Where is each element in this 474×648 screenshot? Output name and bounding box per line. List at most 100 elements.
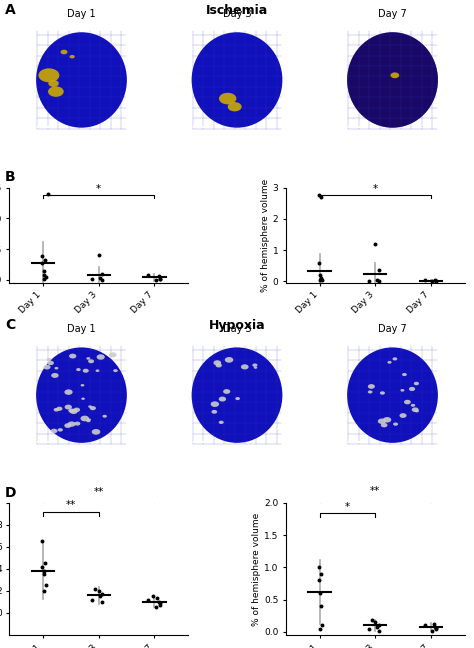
Point	[153, 592, 161, 603]
Ellipse shape	[210, 401, 219, 407]
Point	[38, 536, 46, 546]
Point	[99, 275, 106, 285]
Point	[431, 275, 439, 286]
Ellipse shape	[64, 404, 72, 410]
Point	[368, 615, 375, 625]
Ellipse shape	[64, 389, 73, 395]
Point	[38, 258, 46, 268]
Point	[375, 265, 383, 275]
Point	[432, 623, 440, 633]
Point	[40, 586, 47, 596]
Ellipse shape	[401, 389, 404, 391]
Title: Day 1: Day 1	[67, 324, 96, 334]
Point	[316, 588, 324, 598]
Title: Day 1: Day 1	[67, 8, 96, 19]
Point	[365, 623, 373, 634]
Ellipse shape	[216, 364, 222, 367]
Ellipse shape	[213, 360, 221, 365]
Point	[319, 275, 326, 285]
Title: Day 7: Day 7	[378, 8, 407, 19]
Ellipse shape	[391, 73, 399, 78]
Ellipse shape	[347, 347, 438, 443]
Ellipse shape	[92, 429, 100, 435]
Ellipse shape	[81, 397, 85, 400]
Point	[372, 238, 379, 249]
Ellipse shape	[56, 407, 63, 411]
Point	[152, 602, 159, 612]
Ellipse shape	[61, 50, 67, 54]
Point	[145, 595, 152, 605]
Ellipse shape	[36, 347, 127, 443]
Ellipse shape	[241, 364, 249, 369]
Ellipse shape	[54, 408, 59, 411]
Point	[156, 600, 164, 610]
Text: *: *	[345, 502, 350, 512]
Ellipse shape	[51, 373, 59, 378]
Text: A: A	[5, 3, 16, 17]
Text: **: **	[93, 487, 104, 497]
Ellipse shape	[70, 409, 78, 414]
Point	[421, 275, 428, 285]
Point	[89, 595, 96, 605]
Ellipse shape	[219, 421, 224, 424]
Ellipse shape	[402, 373, 407, 376]
Ellipse shape	[69, 354, 76, 358]
Ellipse shape	[383, 417, 391, 422]
Ellipse shape	[48, 86, 64, 97]
Ellipse shape	[86, 357, 90, 360]
Ellipse shape	[47, 361, 54, 365]
Ellipse shape	[43, 365, 51, 369]
Ellipse shape	[414, 382, 419, 386]
Point	[428, 625, 436, 636]
Point	[156, 274, 164, 284]
Ellipse shape	[88, 359, 94, 364]
Ellipse shape	[102, 415, 107, 418]
Point	[145, 270, 152, 280]
Title: Day 3: Day 3	[223, 324, 251, 334]
Point	[428, 276, 436, 286]
Point	[315, 575, 322, 585]
Point	[432, 275, 440, 286]
Point	[375, 276, 383, 286]
Point	[98, 589, 106, 599]
Ellipse shape	[38, 68, 59, 82]
Ellipse shape	[380, 391, 385, 395]
Ellipse shape	[252, 364, 257, 367]
Point	[38, 251, 46, 262]
Ellipse shape	[83, 369, 89, 373]
Text: Ischemia: Ischemia	[206, 4, 268, 17]
Ellipse shape	[415, 410, 419, 412]
Ellipse shape	[55, 367, 58, 369]
Point	[40, 270, 48, 280]
Point	[40, 273, 47, 284]
Ellipse shape	[51, 429, 57, 434]
Ellipse shape	[409, 387, 415, 391]
Point	[152, 275, 159, 285]
Point	[430, 619, 438, 629]
Ellipse shape	[347, 32, 438, 128]
Ellipse shape	[235, 397, 240, 400]
Point	[315, 257, 322, 268]
Point	[40, 569, 48, 579]
Ellipse shape	[411, 404, 415, 407]
Point	[156, 598, 164, 608]
Point	[421, 620, 428, 631]
Ellipse shape	[36, 32, 127, 128]
Ellipse shape	[412, 408, 419, 412]
Point	[433, 624, 440, 634]
Ellipse shape	[387, 361, 392, 364]
Ellipse shape	[400, 413, 407, 418]
Text: B: B	[5, 170, 15, 185]
Point	[38, 562, 46, 572]
Ellipse shape	[46, 358, 51, 361]
Ellipse shape	[219, 93, 237, 104]
Point	[374, 622, 381, 632]
Ellipse shape	[58, 428, 63, 432]
Ellipse shape	[113, 369, 118, 372]
Point	[42, 272, 50, 282]
Point	[319, 620, 326, 631]
Point	[91, 584, 99, 594]
Ellipse shape	[74, 422, 81, 426]
Text: C: C	[5, 318, 15, 332]
Ellipse shape	[378, 419, 386, 424]
